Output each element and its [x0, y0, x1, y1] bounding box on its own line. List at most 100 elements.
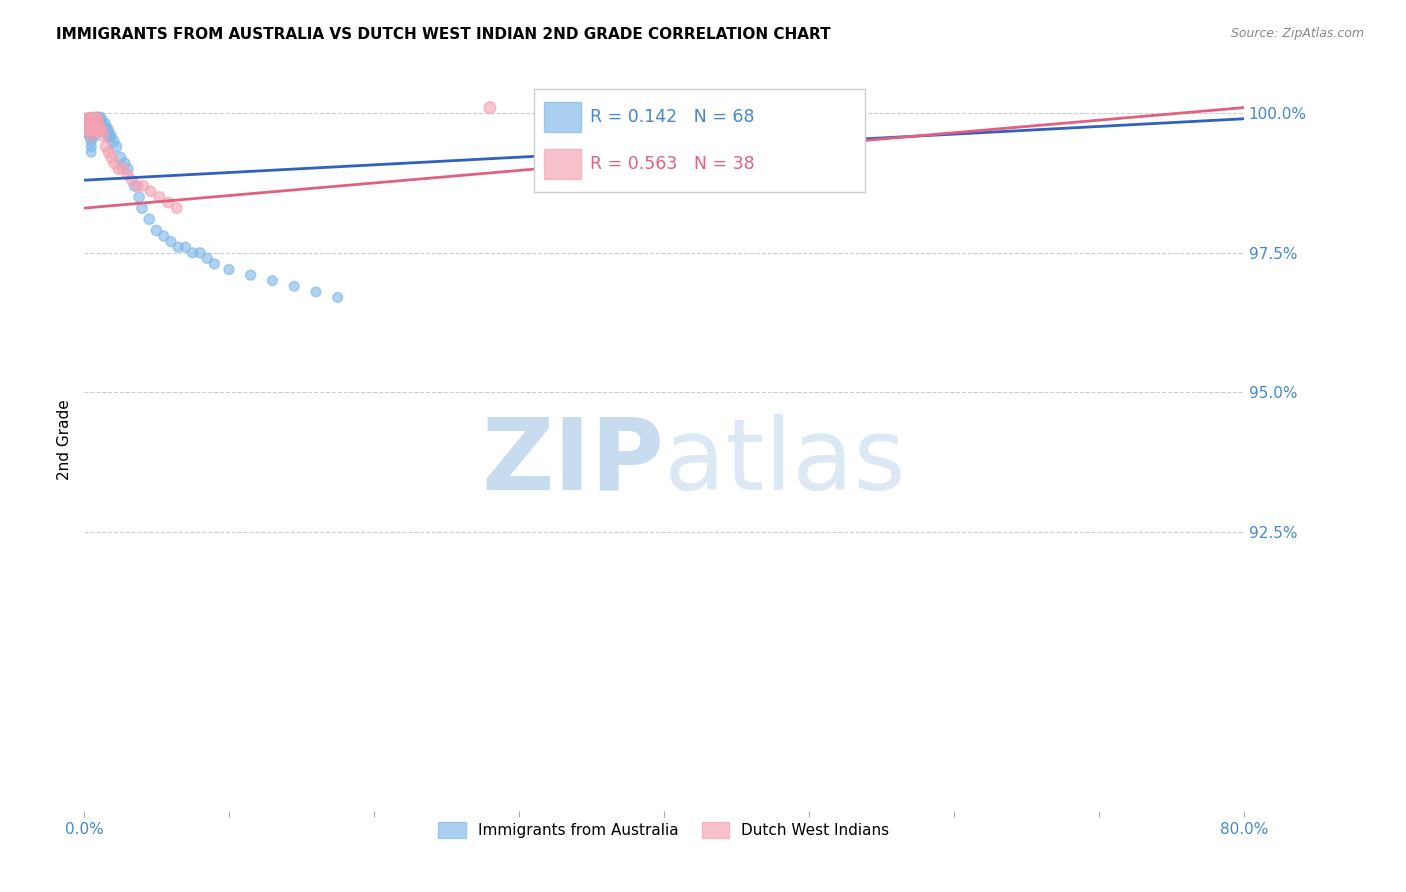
Point [131, 201, 153, 215]
Point [84, 112, 107, 126]
Text: R = 0.142   N = 68: R = 0.142 N = 68 [591, 108, 755, 126]
Point [83, 123, 105, 137]
Text: IMMIGRANTS FROM AUSTRALIA VS DUTCH WEST INDIAN 2ND GRADE CORRELATION CHART: IMMIGRANTS FROM AUSTRALIA VS DUTCH WEST … [56, 27, 831, 42]
Point [76, 117, 98, 131]
Point [82, 123, 104, 137]
Point [86, 112, 108, 126]
Point [79, 123, 101, 137]
Point [96, 123, 118, 137]
Point [87, 112, 110, 126]
Point [76, 112, 98, 126]
Point [91, 128, 114, 143]
Text: atlas: atlas [664, 414, 905, 510]
Legend: Immigrants from Australia, Dutch West Indians: Immigrants from Australia, Dutch West In… [432, 816, 896, 845]
Point [87, 117, 110, 131]
Point [91, 123, 114, 137]
Point [305, 285, 328, 299]
Point [83, 128, 105, 143]
Point [82, 123, 104, 137]
Point [80, 123, 103, 137]
Point [86, 112, 108, 126]
Point [152, 229, 174, 244]
Point [80, 112, 103, 126]
Point [262, 274, 284, 288]
FancyBboxPatch shape [544, 149, 581, 179]
Point [87, 123, 110, 137]
Point [80, 145, 103, 160]
Point [101, 134, 124, 148]
Point [83, 123, 105, 137]
Point [110, 151, 132, 165]
Point [76, 112, 98, 126]
Text: ZIP: ZIP [481, 414, 664, 510]
Point [98, 128, 121, 143]
Point [83, 112, 105, 126]
Point [89, 123, 111, 137]
Point [132, 178, 155, 193]
Point [128, 190, 150, 204]
Point [326, 290, 349, 304]
Text: R = 0.563   N = 38: R = 0.563 N = 38 [591, 155, 755, 173]
Point [79, 117, 101, 131]
Point [112, 161, 135, 176]
Point [80, 128, 103, 143]
Point [77, 123, 100, 137]
Point [80, 128, 103, 143]
Point [127, 178, 149, 193]
Point [94, 123, 117, 137]
Point [100, 151, 122, 165]
Point [82, 112, 104, 126]
Point [76, 123, 98, 137]
Point [121, 173, 143, 187]
Point [145, 223, 167, 237]
Point [160, 235, 183, 249]
Point [77, 128, 100, 143]
Point [167, 240, 190, 254]
Point [79, 112, 101, 126]
Point [94, 139, 117, 153]
Point [82, 112, 104, 126]
Point [75, 112, 97, 126]
Point [83, 117, 105, 131]
Point [80, 117, 103, 131]
Point [166, 201, 188, 215]
Point [77, 112, 100, 126]
Point [104, 139, 127, 153]
Point [83, 112, 105, 126]
Point [80, 134, 103, 148]
Point [79, 112, 101, 126]
Point [77, 117, 100, 131]
Point [124, 178, 146, 193]
Point [93, 117, 115, 131]
Point [181, 245, 204, 260]
Point [478, 101, 501, 115]
Point [174, 240, 197, 254]
Point [157, 195, 180, 210]
Point [80, 117, 103, 131]
Point [82, 117, 104, 131]
Point [86, 123, 108, 137]
Point [84, 123, 107, 137]
Point [117, 161, 139, 176]
Point [283, 279, 305, 293]
Point [114, 156, 136, 170]
Point [80, 139, 103, 153]
Point [89, 123, 111, 137]
Point [103, 156, 125, 170]
Point [77, 117, 100, 131]
Point [75, 117, 97, 131]
Point [84, 117, 107, 131]
Point [79, 128, 101, 143]
Point [97, 128, 120, 143]
Point [77, 112, 100, 126]
Point [84, 123, 107, 137]
Point [117, 168, 139, 182]
Point [76, 117, 98, 131]
Point [239, 268, 262, 282]
Text: Source: ZipAtlas.com: Source: ZipAtlas.com [1230, 27, 1364, 40]
Point [75, 112, 97, 126]
Point [218, 262, 240, 277]
Point [195, 252, 218, 266]
Point [77, 123, 100, 137]
Point [90, 117, 112, 131]
